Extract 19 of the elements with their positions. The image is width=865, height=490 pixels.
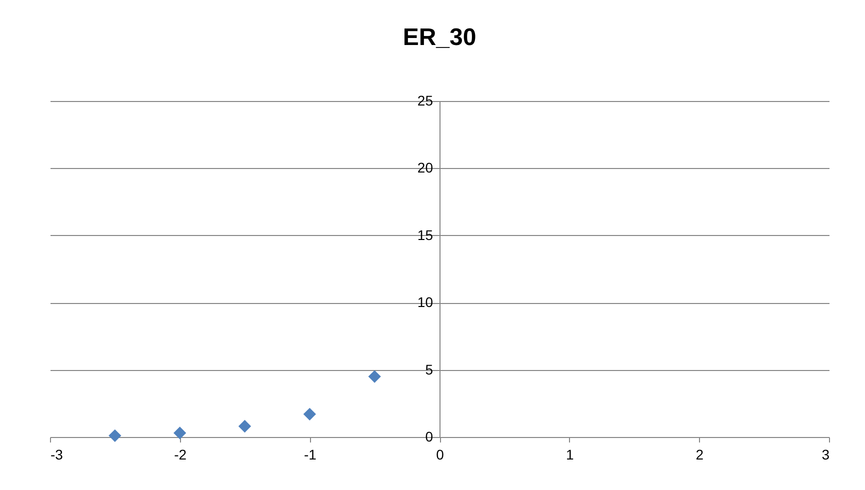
x-tick-label: 0 xyxy=(436,446,444,462)
x-tick-label: -1 xyxy=(304,446,317,462)
chart-title: ER_30 xyxy=(402,24,476,51)
point xyxy=(238,420,252,433)
x-tick-label: -3 xyxy=(50,446,64,462)
y-tick-label: 5 xyxy=(425,361,434,378)
point xyxy=(368,370,381,383)
point xyxy=(174,426,186,440)
x-tick-label: -2 xyxy=(174,446,187,462)
x-tick-label: 1 xyxy=(566,446,574,462)
y-tick-label: 15 xyxy=(417,226,434,243)
y-tick-label: 0 xyxy=(425,428,434,444)
point xyxy=(303,408,316,420)
y-tick-label: 10 xyxy=(417,294,434,310)
y-tick-label: 25 xyxy=(417,92,434,108)
y-tick-label: 20 xyxy=(417,160,434,176)
point xyxy=(108,429,122,442)
x-tick-label: 3 xyxy=(822,446,830,462)
x-tick-label: 2 xyxy=(696,446,704,462)
